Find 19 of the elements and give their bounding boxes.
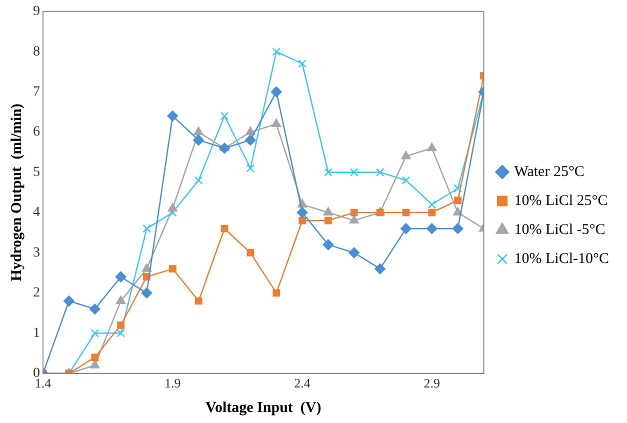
y-tick-label: 3 xyxy=(33,245,40,260)
x-tick-label: 1.9 xyxy=(164,376,181,391)
x-tick-label: 1.4 xyxy=(34,376,52,391)
y-tick-label: 1 xyxy=(33,326,40,341)
y-tick-label: 5 xyxy=(33,164,40,180)
legend-label: 10% LiCl-10°C xyxy=(514,250,610,267)
legend-label: 10% LiCl 25°C xyxy=(514,192,608,209)
x-tick-label: 2.4 xyxy=(294,376,311,391)
y-tick-label: 2 xyxy=(33,286,40,301)
y-tick-label: 4 xyxy=(33,205,40,220)
y-tick-label: 9 xyxy=(33,4,40,20)
y-axis-title: Hydrogen Output (ml/min) xyxy=(8,104,25,282)
y-tick-label: 6 xyxy=(33,124,40,140)
legend-label: 10% LiCl -5°C xyxy=(514,222,606,238)
y-tick-label: 7 xyxy=(33,84,40,100)
y-tick-label: 8 xyxy=(33,44,40,60)
legend-label: Water 25°C xyxy=(514,164,584,180)
x-axis-title: Voltage Input (V) xyxy=(206,400,322,416)
x-tick-label: 2.9 xyxy=(424,376,440,391)
